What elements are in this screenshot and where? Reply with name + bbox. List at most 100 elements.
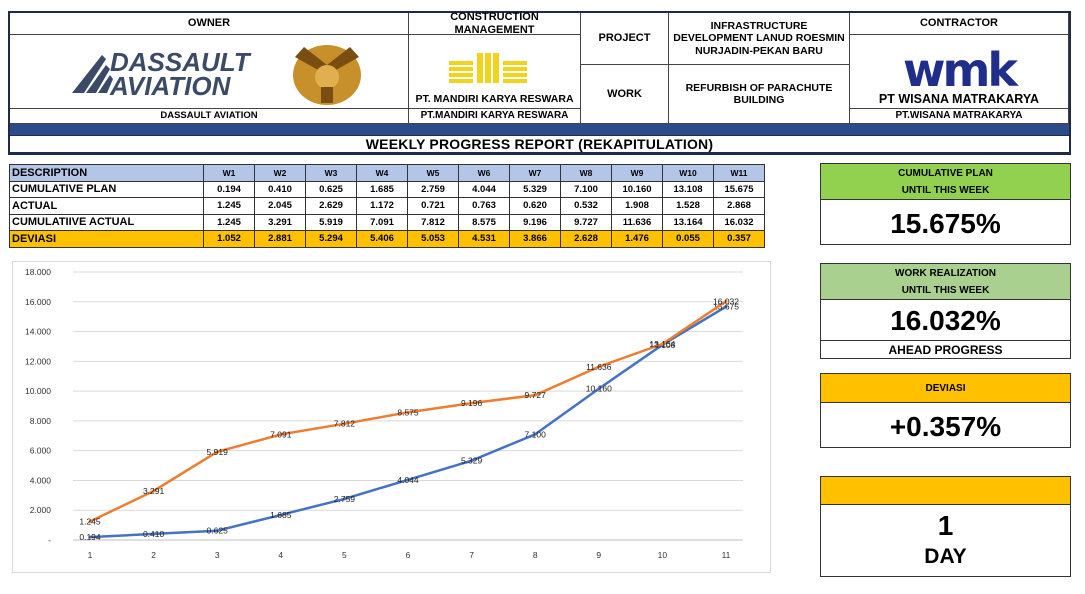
row-label: CUMULATIVE PLAN — [9, 180, 204, 198]
row-cell: 2.045 — [254, 197, 306, 215]
y-tick-label: 14.000 — [25, 327, 51, 337]
row-cell: 4.531 — [458, 230, 510, 248]
x-tick-label: 4 — [278, 550, 283, 560]
data-point — [470, 401, 474, 405]
progress-table: DESCRIPTION W1 W2 W3 W4 W5 W6 W7 W8 W9 W10 W11 CUMUL… — [9, 164, 765, 248]
dev-panel-head: DEVIASI — [820, 373, 1071, 403]
row-cell: 5.406 — [356, 230, 408, 248]
day-panel: 1 DAY — [820, 476, 1071, 577]
data-point — [406, 478, 410, 482]
dev-title: DEVIASI — [925, 383, 966, 394]
row-cell: 1.172 — [356, 197, 408, 215]
header-week: W6 — [458, 164, 510, 182]
plan-title-2: UNTIL THIS WEEK — [901, 185, 990, 196]
data-point — [152, 532, 156, 536]
header-week: W5 — [407, 164, 459, 182]
row-cell: 0.532 — [560, 197, 612, 215]
y-tick-label: 4.000 — [30, 475, 52, 485]
real-panel-head: WORK REALIZATION UNTIL THIS WEEK — [820, 263, 1071, 300]
row-cell: 8.575 — [458, 213, 510, 231]
row-cell: 2.881 — [254, 230, 306, 248]
header-week: W9 — [611, 164, 663, 182]
data-label: 8.575 — [397, 407, 419, 417]
data-point — [279, 513, 283, 517]
row-cell: 11.636 — [611, 213, 663, 231]
row-cell: 0.357 — [713, 230, 765, 248]
header-week: W4 — [356, 164, 408, 182]
owner-logos: DASSAULT AVIATION — [10, 35, 409, 109]
row-cell: 3.291 — [254, 213, 306, 231]
data-point — [215, 529, 219, 533]
data-label: 5.329 — [461, 456, 483, 466]
real-title-1: WORK REALIZATION — [895, 268, 996, 279]
work-label: WORK — [581, 65, 669, 124]
report-title: WEEKLY PROGRESS REPORT (REKAPITULATION) — [10, 135, 1069, 153]
data-point — [88, 535, 92, 539]
x-tick-label: 9 — [596, 550, 601, 560]
day-box: 1 DAY — [820, 505, 1071, 577]
data-label: 1.245 — [79, 516, 101, 526]
data-label: 7.100 — [525, 429, 547, 439]
row-cell: 0.194 — [203, 180, 255, 198]
x-tick-label: 6 — [406, 550, 411, 560]
header-week: W1 — [203, 164, 255, 182]
row-cell: 7.812 — [407, 213, 459, 231]
y-tick-label: 16.000 — [25, 297, 51, 307]
row-cell: 4.044 — [458, 180, 510, 198]
deviasi-panel: DEVIASI +0.357% — [820, 373, 1071, 448]
data-label: 1.685 — [270, 510, 292, 520]
row-cell: 2.759 — [407, 180, 459, 198]
data-point — [88, 519, 92, 523]
contractor-label: CONTRACTOR — [850, 13, 1069, 35]
x-tick-label: 8 — [533, 550, 538, 560]
row-cell: 7.100 — [560, 180, 612, 198]
data-point — [279, 432, 283, 436]
data-label: 3.291 — [143, 486, 165, 496]
progress-chart: - 2.000 4.000 6.000 8.000 10.000 12.000 14.000 1… — [12, 261, 771, 573]
row-cell: 0.055 — [662, 230, 714, 248]
cm-logo-caption: PT. MANDIRI KARYA RESWARA — [415, 92, 574, 105]
row-cell: 2.628 — [560, 230, 612, 248]
header-week: W8 — [560, 164, 612, 182]
data-point — [597, 387, 601, 391]
row-cell: 13.108 — [662, 180, 714, 198]
series-line — [89, 305, 727, 539]
row-cell: 5.919 — [305, 213, 357, 231]
data-point — [597, 365, 601, 369]
cumulative-plan-panel: CUMULATIVE PLAN UNTIL THIS WEEK 15.675% — [820, 163, 1071, 245]
plan-panel-head: CUMULATIVE PLAN UNTIL THIS WEEK — [820, 163, 1071, 200]
table-row: ACTUAL 1.245 2.045 2.629 1.172 0.721 0.763 0.62… — [9, 197, 765, 215]
header-week: W11 — [713, 164, 765, 182]
owner-name: DASSAULT AVIATION — [10, 109, 409, 124]
data-point — [152, 489, 156, 493]
report-header: OWNER DASSAULT AVIATION DASSAULT AVIATIO… — [8, 11, 1071, 155]
data-label: 13.164 — [649, 339, 675, 349]
dev-value: +0.357% — [820, 403, 1071, 448]
x-tick-label: 3 — [215, 550, 220, 560]
chart-canvas: - 2.000 4.000 6.000 8.000 10.000 12.000 14.000 1… — [25, 267, 743, 560]
data-label: 0.194 — [79, 532, 101, 542]
table-row: CUMULATIIVE ACTUAL 1.245 3.291 5.919 7.091 7.… — [9, 213, 765, 231]
y-tick-label: - — [48, 535, 51, 545]
contractor-logo-caption: PT WISANA MATRAKARYA — [878, 91, 1040, 106]
row-cell: 0.721 — [407, 197, 459, 215]
row-cell: 0.410 — [254, 180, 306, 198]
data-label: 4.044 — [397, 475, 419, 485]
dassault-logo: DASSAULT AVIATION — [72, 44, 361, 105]
contractor-logo: wmk PT WISANA MATRAKARYA — [850, 35, 1069, 109]
data-point — [342, 422, 346, 426]
day-panel-head — [820, 476, 1071, 505]
data-point — [660, 342, 664, 346]
plan-value: 15.675% — [820, 200, 1071, 245]
data-label: 15.675 — [713, 302, 739, 312]
row-cell: 1.476 — [611, 230, 663, 248]
table-row: CUMULATIVE PLAN 0.194 0.410 0.625 1.685 2.759… — [9, 180, 765, 198]
data-point — [342, 497, 346, 501]
row-cell: 1.685 — [356, 180, 408, 198]
cm-label: CONSTRUCTION MANAGEMENT — [409, 11, 581, 36]
air-force-emblem-icon — [293, 44, 361, 105]
data-label: 0.625 — [207, 526, 229, 536]
y-tick-label: 18.000 — [25, 267, 51, 277]
mkr-logo-icon — [448, 52, 527, 83]
data-label: 11.636 — [586, 362, 612, 372]
